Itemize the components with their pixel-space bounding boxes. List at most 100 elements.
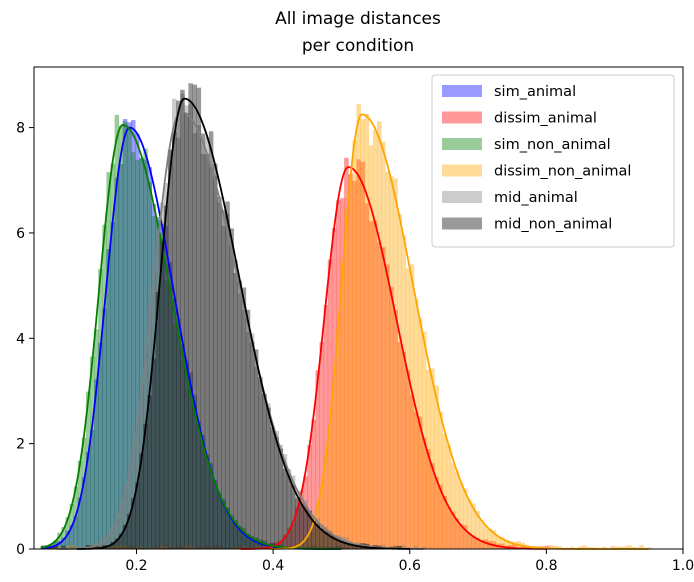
histogram-bar bbox=[192, 395, 197, 549]
histogram-bar bbox=[315, 546, 320, 549]
histogram-bar bbox=[229, 514, 234, 549]
histogram-bar bbox=[200, 133, 206, 550]
histogram-bar bbox=[77, 460, 83, 549]
histogram-bar bbox=[196, 425, 202, 549]
histogram-bar bbox=[65, 546, 70, 549]
histogram-bar bbox=[204, 545, 210, 549]
histogram-bar bbox=[381, 247, 386, 549]
histogram-bar bbox=[262, 394, 267, 549]
histogram-bar bbox=[241, 309, 247, 549]
histogram-bar bbox=[225, 547, 230, 549]
histogram-bar bbox=[405, 369, 411, 549]
histogram-bar bbox=[249, 333, 255, 549]
histogram-bar bbox=[364, 203, 370, 549]
histogram-bar bbox=[81, 437, 87, 549]
histogram-bar bbox=[253, 538, 259, 549]
legend-label-mid_non_animal: mid_non_animal bbox=[494, 217, 612, 233]
histogram-bar bbox=[69, 545, 75, 549]
histogram-bar bbox=[90, 429, 95, 549]
histogram-bar bbox=[352, 140, 357, 549]
histogram-bar bbox=[135, 482, 140, 549]
histogram-bar bbox=[241, 545, 247, 549]
histogram-bar bbox=[290, 475, 296, 549]
histogram-bar bbox=[483, 539, 489, 549]
histogram-bar bbox=[397, 213, 402, 549]
histogram-bar bbox=[278, 444, 284, 549]
histogram-bar bbox=[327, 532, 333, 549]
histogram-bar bbox=[335, 546, 341, 549]
histogram-bar bbox=[118, 546, 124, 549]
histogram-bar bbox=[229, 228, 234, 549]
histogram-bar bbox=[204, 455, 210, 549]
histogram-bar bbox=[147, 306, 152, 549]
histogram-bar bbox=[172, 547, 177, 549]
histogram-bar bbox=[454, 518, 460, 549]
histogram-bar bbox=[110, 222, 116, 550]
histogram-bar bbox=[139, 390, 144, 549]
histogram-bar bbox=[647, 547, 652, 549]
histogram-bar bbox=[381, 141, 386, 550]
histogram-bar bbox=[413, 412, 419, 549]
histogram-bar bbox=[479, 520, 484, 549]
histogram-bar bbox=[479, 539, 484, 549]
histogram-bar bbox=[225, 213, 230, 549]
histogram-bar bbox=[307, 546, 312, 549]
histogram-bar bbox=[172, 131, 177, 549]
histogram-bar bbox=[258, 376, 263, 549]
histogram-bar bbox=[356, 159, 361, 549]
histogram-bar bbox=[81, 477, 87, 549]
histogram-bar bbox=[126, 128, 132, 549]
histogram-bar bbox=[294, 507, 300, 549]
histogram-bar bbox=[131, 498, 136, 549]
histogram-bar bbox=[245, 534, 251, 549]
histogram-bar bbox=[180, 359, 185, 549]
histogram-bar bbox=[253, 537, 259, 549]
legend-swatch-mid_animal bbox=[442, 191, 482, 203]
histogram-bar bbox=[98, 342, 103, 549]
histogram-bar bbox=[126, 477, 132, 549]
histogram-bar bbox=[405, 268, 411, 549]
histogram-bar bbox=[163, 545, 169, 549]
histogram-bar bbox=[57, 532, 62, 549]
histogram-bar bbox=[200, 442, 206, 549]
histogram-bar bbox=[118, 545, 124, 549]
histogram-bar bbox=[303, 476, 308, 549]
histogram-bar bbox=[114, 521, 120, 549]
histogram-bar bbox=[454, 471, 460, 549]
histogram-bar bbox=[631, 547, 636, 549]
y-tick-label: 0 bbox=[16, 542, 25, 558]
legend-box bbox=[431, 74, 675, 248]
histogram-bar bbox=[126, 545, 132, 549]
histogram-bar bbox=[204, 454, 210, 549]
histogram-bar bbox=[245, 533, 251, 549]
histogram-bar bbox=[553, 545, 558, 549]
histogram-bar bbox=[397, 342, 402, 549]
histogram-bar bbox=[61, 527, 66, 549]
histogram-bar bbox=[212, 484, 218, 549]
histogram-bar bbox=[180, 93, 185, 550]
histogram-bar bbox=[409, 394, 415, 549]
histogram-bar bbox=[167, 262, 173, 549]
histogram-bar bbox=[229, 241, 234, 549]
histogram-bar bbox=[77, 497, 83, 549]
histogram-bar bbox=[114, 546, 120, 549]
histogram-bar bbox=[278, 448, 284, 549]
histogram-bar bbox=[585, 546, 591, 549]
histogram-bar bbox=[204, 137, 210, 549]
histogram-bar bbox=[323, 304, 329, 549]
histogram-bar bbox=[274, 437, 279, 549]
histogram-bar bbox=[471, 535, 476, 549]
histogram-bar bbox=[549, 544, 554, 549]
histogram-bar bbox=[221, 225, 226, 549]
histogram-bar bbox=[217, 494, 222, 549]
histogram-bar bbox=[368, 221, 374, 549]
histogram-bar bbox=[344, 157, 349, 550]
histogram-bar bbox=[61, 537, 66, 549]
histogram-bar bbox=[286, 469, 292, 549]
histogram-bar bbox=[196, 421, 202, 549]
histogram-bar bbox=[626, 545, 632, 549]
histogram-bar bbox=[323, 526, 329, 549]
histogram-bar bbox=[381, 544, 386, 549]
histogram-bar bbox=[294, 490, 300, 549]
histogram-bar bbox=[122, 524, 128, 549]
